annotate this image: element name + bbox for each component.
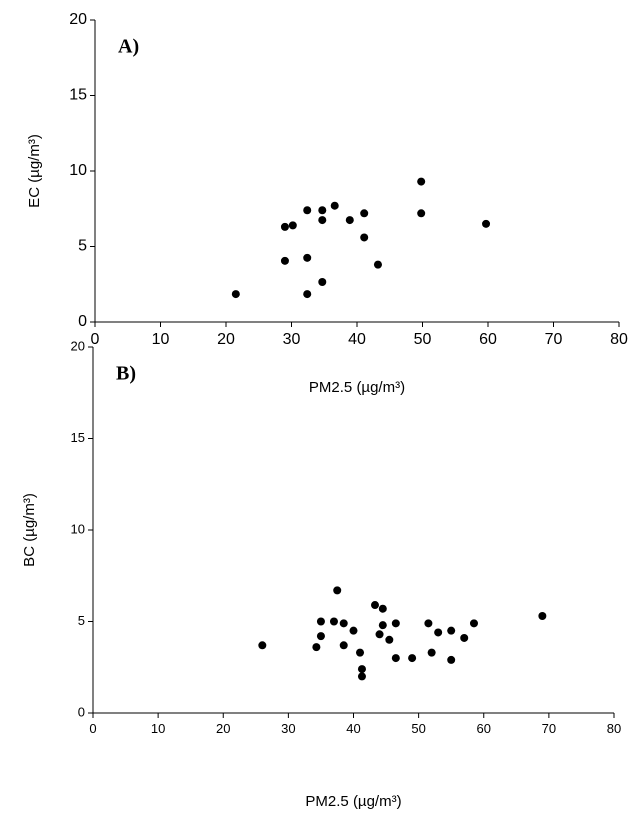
x-axis-label: PM2.5 (µg/m³) xyxy=(305,793,401,810)
point xyxy=(360,209,369,218)
x-tick-label: 20 xyxy=(217,331,235,348)
point xyxy=(231,290,240,299)
x-tick-label: 70 xyxy=(545,331,563,348)
point xyxy=(385,635,394,644)
x-tick-label: 50 xyxy=(411,721,425,736)
point xyxy=(329,617,338,626)
point xyxy=(349,626,358,635)
point xyxy=(417,177,426,186)
point xyxy=(378,604,387,613)
point xyxy=(447,626,456,635)
x-tick-label: 10 xyxy=(152,331,170,348)
point xyxy=(373,260,382,269)
y-tick-label: 5 xyxy=(78,613,85,628)
point xyxy=(316,632,325,641)
point xyxy=(288,221,297,230)
point xyxy=(447,655,456,664)
x-tick-label: 50 xyxy=(414,331,432,348)
point xyxy=(345,216,354,225)
point xyxy=(375,630,384,639)
point xyxy=(356,648,365,657)
x-tick-label: 30 xyxy=(281,721,295,736)
point xyxy=(469,619,478,628)
point xyxy=(330,201,339,210)
y-axis-label: EC (µg/m³) xyxy=(26,134,43,208)
point xyxy=(434,628,443,637)
point xyxy=(303,290,312,299)
y-tick-label: 10 xyxy=(71,521,85,536)
point xyxy=(370,601,379,610)
x-tick-label: 60 xyxy=(479,331,497,348)
point xyxy=(360,233,369,242)
x-axis-label: PM2.5 (µg/m³) xyxy=(309,379,405,396)
point xyxy=(538,612,547,621)
point xyxy=(303,206,312,215)
point xyxy=(303,253,312,262)
point xyxy=(318,277,327,286)
x-tick-label: 60 xyxy=(477,721,491,736)
x-tick-label: 30 xyxy=(283,331,301,348)
y-tick-label: 15 xyxy=(69,87,87,104)
point xyxy=(378,621,387,630)
x-tick-label: 20 xyxy=(216,721,230,736)
point xyxy=(460,633,469,642)
point xyxy=(391,654,400,663)
x-tick-label: 40 xyxy=(348,331,366,348)
point xyxy=(482,219,491,228)
x-tick-label: 80 xyxy=(607,721,621,736)
y-axis-label: BC (µg/m³) xyxy=(21,493,38,567)
x-tick-label: 80 xyxy=(610,331,628,348)
point xyxy=(339,641,348,650)
point xyxy=(312,643,321,652)
point xyxy=(424,619,433,628)
point xyxy=(318,206,327,215)
x-tick-label: 70 xyxy=(542,721,556,736)
point xyxy=(357,665,366,674)
annotation: B) xyxy=(116,363,136,385)
point xyxy=(280,256,289,265)
point xyxy=(391,619,400,628)
y-tick-label: 0 xyxy=(78,313,87,330)
y-tick-label: 20 xyxy=(69,11,87,28)
point xyxy=(427,648,436,657)
x-tick-label: 10 xyxy=(151,721,165,736)
point xyxy=(316,617,325,626)
x-tick-label: 0 xyxy=(89,721,96,736)
point xyxy=(333,586,342,595)
point xyxy=(339,619,348,628)
annotation: A) xyxy=(118,36,139,58)
x-tick-label: 40 xyxy=(346,721,360,736)
point xyxy=(408,654,417,663)
y-tick-label: 0 xyxy=(78,704,85,719)
y-tick-label: 20 xyxy=(71,338,85,353)
point xyxy=(280,222,289,231)
y-tick-label: 10 xyxy=(69,162,87,179)
point xyxy=(318,216,327,225)
y-tick-label: 15 xyxy=(71,430,85,445)
point xyxy=(258,641,267,650)
point xyxy=(357,672,366,681)
point xyxy=(417,209,426,218)
x-tick-label: 0 xyxy=(91,331,100,348)
y-tick-label: 5 xyxy=(78,238,87,255)
